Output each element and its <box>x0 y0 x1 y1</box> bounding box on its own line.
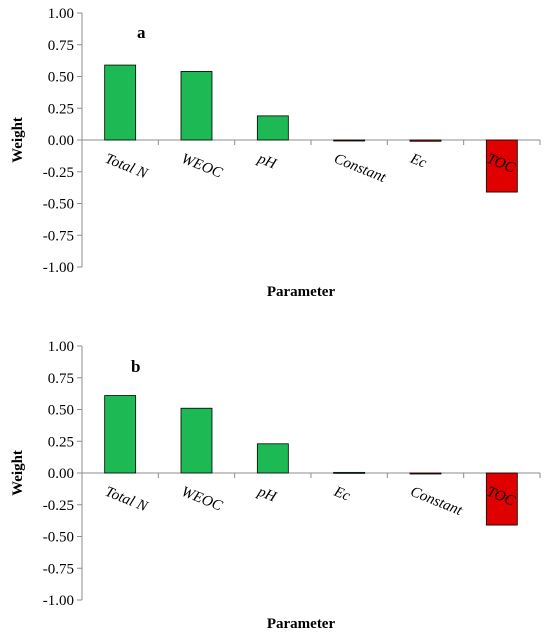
bar-weoc <box>180 71 213 141</box>
x-category-label: pH <box>254 150 279 173</box>
bar-constant <box>333 139 366 142</box>
y-tick-label: 0.50 <box>48 70 74 86</box>
x-category-label: Ec <box>331 483 353 504</box>
bar-ec <box>409 139 442 142</box>
chart-panel-a: 1.00 0.75 0.50 0.25 0.00 -0.25 -0.50 -0.75 -1.00… <box>10 6 541 300</box>
y-tick-label: 1.00 <box>48 339 74 355</box>
x-category-label: Total N <box>103 484 151 516</box>
bar-toc <box>485 139 518 193</box>
bar-toc <box>485 472 518 526</box>
bar-weoc <box>180 407 213 474</box>
y-tick-label: -0.25 <box>43 165 74 181</box>
y-tick-label: 0.75 <box>48 371 74 387</box>
y-tick-label: -1.00 <box>43 260 74 276</box>
y-tick-label: 0.50 <box>48 403 74 419</box>
y-axis-title: Weight <box>10 117 26 163</box>
bar-total-n <box>104 64 137 141</box>
y-tick-label: 1.00 <box>48 6 74 22</box>
y-tick-label: -0.75 <box>43 561 74 577</box>
x-category-label: Total N <box>103 151 151 183</box>
panel-label: a <box>137 23 146 42</box>
y-tick-label: -0.50 <box>43 197 74 213</box>
chart-panel-b: 1.00 0.75 0.50 0.25 0.00 -0.25 -0.50 -0.75 -1.00… <box>10 339 541 632</box>
x-category-label: Ec <box>407 150 429 171</box>
y-tick-label: 0.00 <box>48 466 74 482</box>
y-tick-label: -1.00 <box>43 593 74 609</box>
bar-ph <box>256 443 289 474</box>
y-tick-label: 0.00 <box>48 133 74 149</box>
bar-constant <box>409 472 442 475</box>
y-tick-label: 0.25 <box>48 101 74 117</box>
x-category-label: Constant <box>408 484 465 519</box>
x-axis-title: Parameter <box>267 616 336 632</box>
y-tick-label: 0.25 <box>48 434 74 450</box>
y-tick-label: 0.75 <box>48 38 74 54</box>
bar-ph <box>256 115 289 141</box>
y-tick-label: -0.50 <box>43 530 74 546</box>
bar-total-n <box>104 395 137 474</box>
x-category-label: WEOC <box>179 484 225 515</box>
x-axis-title: Parameter <box>267 284 336 300</box>
x-category-label: WEOC <box>179 151 225 182</box>
y-tick-label: -0.75 <box>43 228 74 244</box>
bar-ec <box>333 471 366 474</box>
x-category-label: Constant <box>332 151 389 186</box>
y-axis-title: Weight <box>10 450 26 496</box>
y-tick-label: -0.25 <box>43 498 74 514</box>
panel-label: b <box>131 357 140 376</box>
x-category-label: pH <box>254 483 279 506</box>
